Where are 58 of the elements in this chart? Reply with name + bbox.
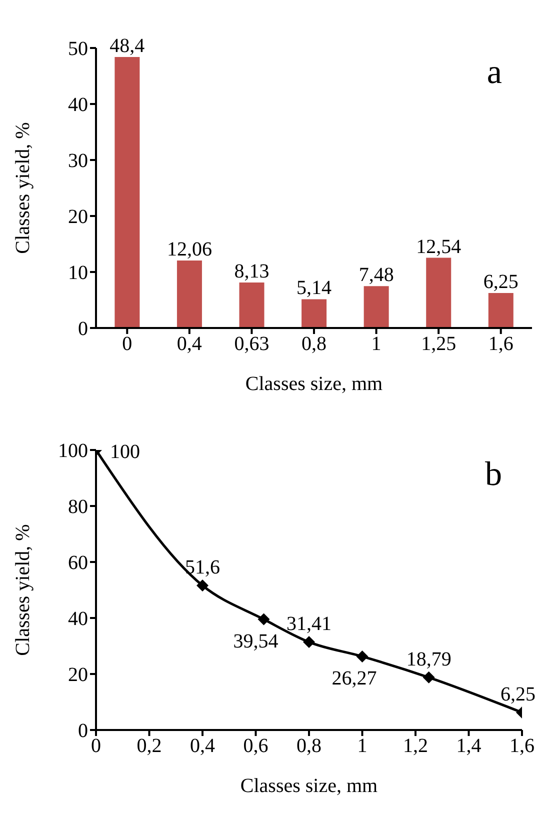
x-tick-label: 1,6 bbox=[488, 333, 514, 356]
data-label: 18,79 bbox=[406, 648, 452, 670]
point bbox=[356, 650, 368, 662]
x-tick-label: 0,4 bbox=[176, 333, 202, 356]
y-tick-label: 40 bbox=[68, 94, 88, 116]
y-tick-label: 20 bbox=[68, 664, 88, 686]
y-tick-label: 50 bbox=[68, 38, 88, 60]
data-label: 51,6 bbox=[185, 556, 220, 579]
x-tick-label: 0,8 bbox=[302, 333, 326, 356]
x-tick-label: 0,63 bbox=[234, 333, 270, 356]
bar bbox=[176, 260, 202, 328]
x-tick-label: 0 bbox=[122, 333, 132, 356]
x-tick-label: 1 bbox=[357, 735, 368, 758]
point bbox=[258, 613, 270, 626]
bar bbox=[239, 282, 264, 328]
x-tick-label: 1,6 bbox=[510, 735, 534, 758]
y-tick-label: 40 bbox=[68, 608, 88, 630]
point bbox=[196, 580, 208, 592]
y-tick-label: 20 bbox=[68, 206, 88, 228]
x-tick-label: 1,2 bbox=[403, 735, 428, 758]
x-axis-title: Classes size, mm bbox=[245, 373, 384, 395]
point bbox=[303, 636, 315, 648]
bar bbox=[364, 286, 389, 328]
data-label: 6,25 bbox=[483, 271, 518, 293]
data-label: 31,41 bbox=[286, 613, 332, 636]
data-label: 12,06 bbox=[166, 238, 212, 260]
y-tick-label: 0 bbox=[78, 318, 88, 340]
data-label: 39,54 bbox=[233, 630, 278, 652]
bar bbox=[488, 293, 514, 328]
data-label: 48,4 bbox=[110, 34, 145, 57]
bar bbox=[302, 299, 327, 328]
y-tick-label: 30 bbox=[68, 150, 88, 172]
x-tick-label: 1 bbox=[371, 333, 382, 356]
y-tick-label: 80 bbox=[68, 496, 88, 518]
x-tick-label: 0,8 bbox=[296, 735, 322, 758]
y-tick-label: 0 bbox=[78, 720, 88, 742]
data-label: 12,54 bbox=[416, 236, 462, 258]
x-axis-title: Classes size, mm bbox=[240, 775, 378, 797]
data-label: 5,14 bbox=[296, 277, 332, 300]
y-tick-label: 60 bbox=[68, 552, 88, 574]
y-tick-label: 100 bbox=[58, 440, 88, 462]
x-tick-label: 1,25 bbox=[421, 333, 456, 356]
x-tick-label: 0,2 bbox=[136, 735, 162, 758]
data-label: 26,27 bbox=[332, 667, 377, 690]
x-tick-label: 0,4 bbox=[190, 735, 215, 758]
bar bbox=[114, 56, 140, 328]
bar bbox=[426, 258, 452, 328]
data-label: 8,13 bbox=[234, 260, 270, 282]
chart-title: b bbox=[485, 456, 502, 494]
y-axis-title: Classes yield, % bbox=[12, 524, 34, 656]
data-label: 100 bbox=[110, 441, 140, 463]
data-label: 6,25 bbox=[500, 684, 536, 706]
y-tick-label: 10 bbox=[68, 262, 88, 284]
data-label: 7,48 bbox=[358, 264, 394, 286]
x-tick-label: 1,4 bbox=[456, 735, 482, 758]
chart-title: a bbox=[486, 54, 502, 92]
y-axis-title: Classes yield, % bbox=[12, 122, 34, 254]
x-tick-label: 0,6 bbox=[243, 735, 268, 758]
